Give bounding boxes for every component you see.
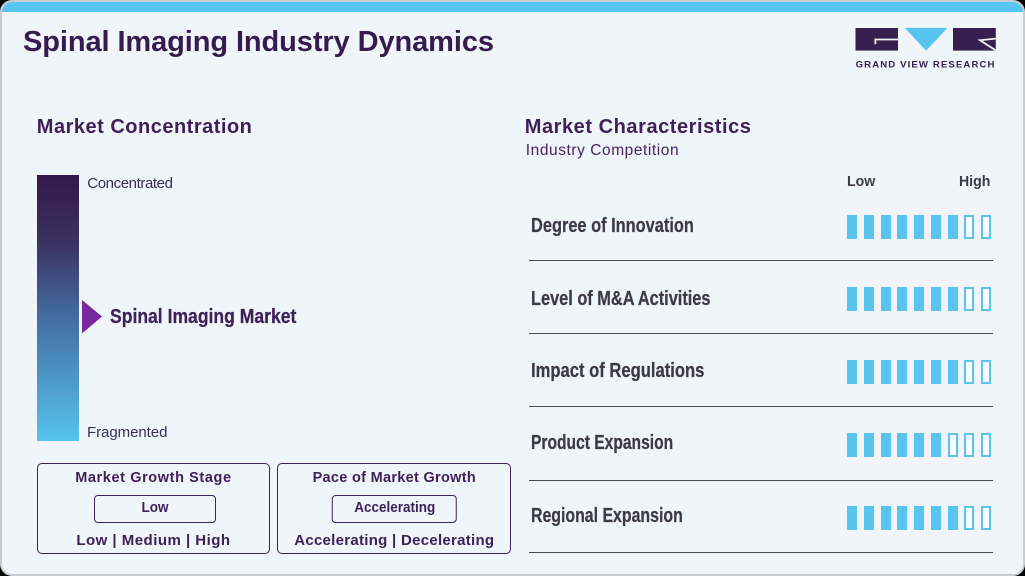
svg-text:GRAND VIEW RESEARCH: GRAND VIEW RESEARCH [856, 59, 996, 69]
